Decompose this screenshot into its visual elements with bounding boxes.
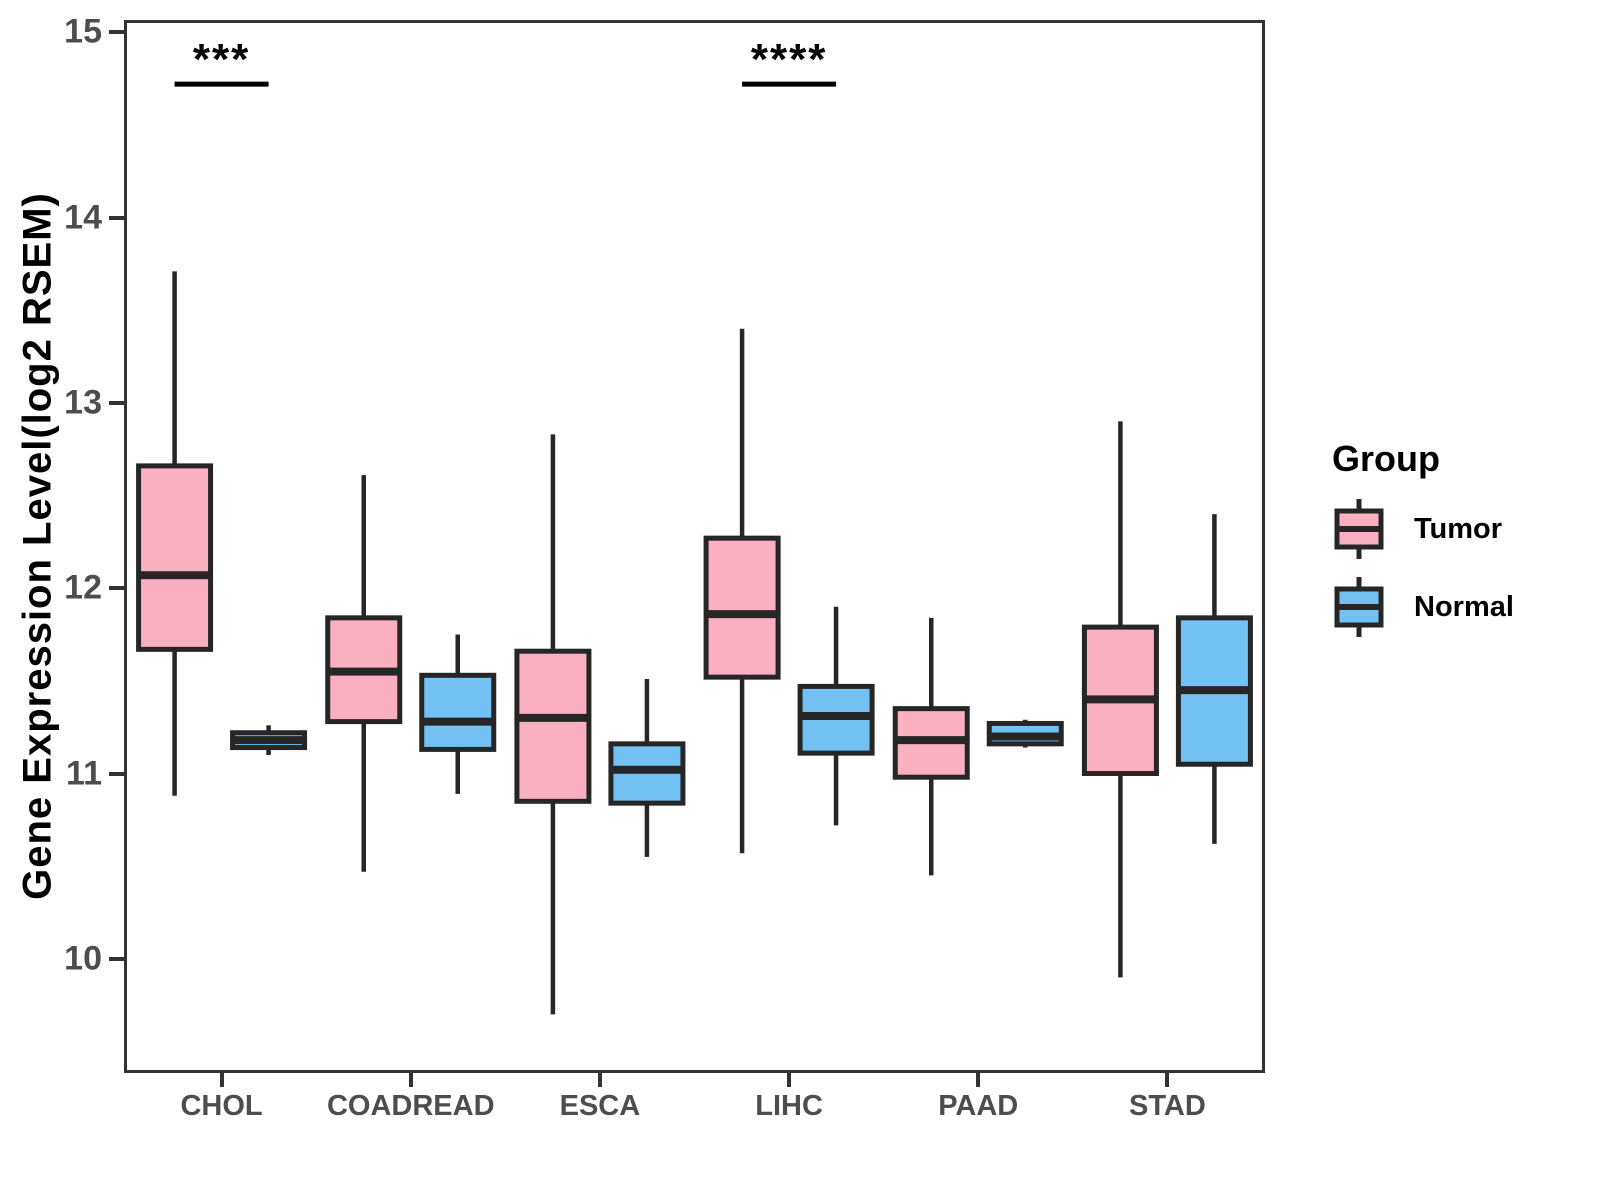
x-tick-mark (976, 1073, 981, 1087)
y-tick-label: 14 (64, 198, 102, 237)
x-tick-mark (219, 1073, 224, 1087)
boxplot-canvas: *** **** (136, 35, 1253, 1015)
plot-panel: *** **** (124, 20, 1265, 1073)
x-tick-label-STAD: STAD (1129, 1090, 1206, 1122)
x-tick-mark (787, 1073, 792, 1087)
x-tick-label-ESCA: ESCA (559, 1090, 641, 1122)
legend-entry-tumor: Tumor (1330, 498, 1590, 560)
box-coadread-normal (419, 672, 497, 752)
significance-stars-lihc: **** (751, 35, 828, 84)
y-tick-mark (109, 215, 124, 220)
y-tick-mark (109, 30, 124, 35)
significance-stars-chol: *** (193, 35, 250, 84)
legend-label-normal: Normal (1414, 590, 1514, 623)
x-tick-label-CHOL: CHOL (180, 1090, 263, 1122)
y-tick-mark (109, 586, 124, 591)
x-tick-label-COADREAD: COADREAD (326, 1090, 495, 1122)
x-tick-mark (597, 1073, 602, 1087)
y-tick-label: 15 (64, 12, 102, 51)
box-chol-tumor (136, 463, 214, 652)
x-tick-mark (1165, 1073, 1170, 1087)
box-esca-tumor (514, 648, 592, 804)
y-tick-label: 13 (64, 383, 102, 422)
box-lihc-tumor (703, 535, 781, 680)
y-tick-label: 10 (64, 939, 102, 978)
tumor-boxplot-key-icon (1334, 499, 1384, 559)
y-tick-mark (109, 956, 124, 961)
x-tick-mark (408, 1073, 413, 1087)
y-tick-mark (109, 400, 124, 405)
y-tick-label: 12 (64, 568, 102, 607)
x-tick-label-PAAD: PAAD (938, 1090, 1019, 1122)
legend-label-tumor: Tumor (1414, 512, 1503, 545)
normal-boxplot-key-icon (1334, 577, 1384, 637)
y-tick-label: 11 (66, 754, 102, 792)
legend: Group Tumor Normal (1330, 438, 1590, 654)
legend-title: Group (1332, 438, 1440, 479)
y-tick-mark (109, 771, 124, 776)
x-tick-label-LIHC: LIHC (755, 1090, 823, 1122)
legend-entry-normal: Normal (1330, 576, 1590, 638)
y-axis-title: Gene Expression Level(log2 RSEM) (15, 192, 60, 900)
